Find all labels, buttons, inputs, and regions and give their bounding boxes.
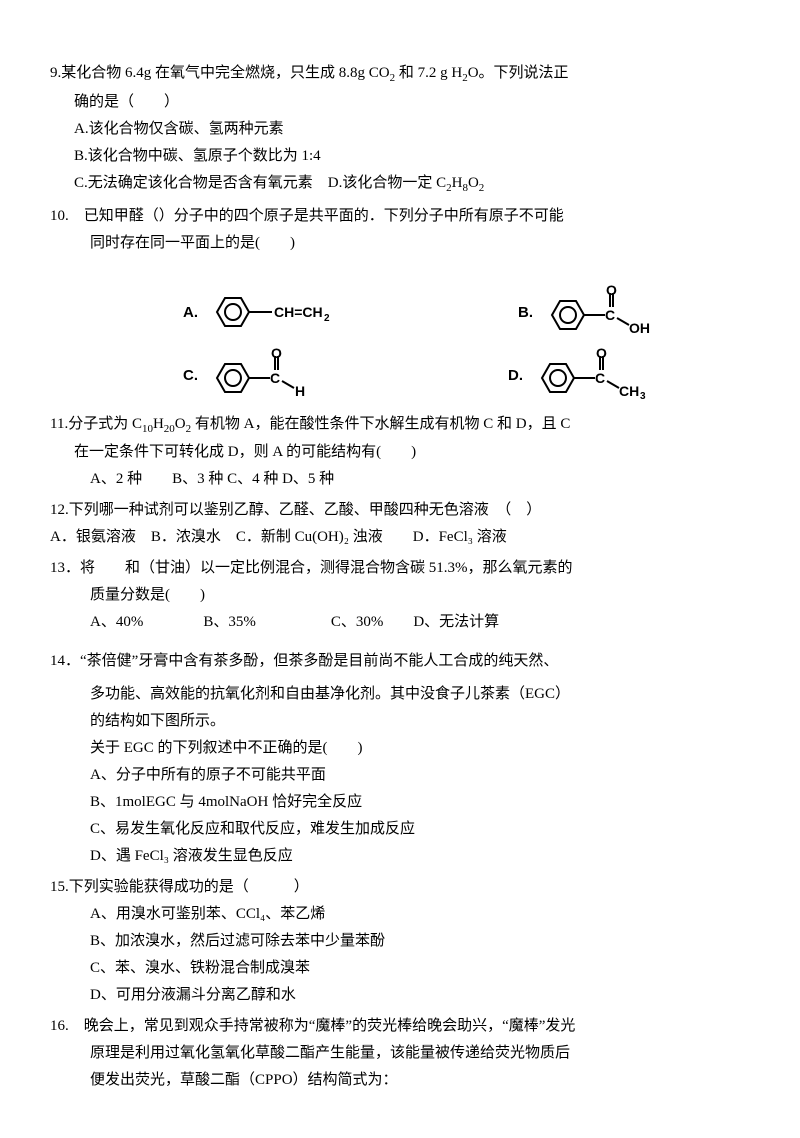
benzoic-acid-icon: C O OH: [537, 285, 657, 340]
question-16: 16. 晚会上，常见到观众手持常被称为“魔棒”的荧光棒给晚会助兴，“魔棒”发光 …: [50, 1013, 750, 1094]
question-14: 14．“茶倍健”牙膏中含有茶多酚，但茶多酚是目前尚不能人工合成的纯天然、 多功能…: [50, 648, 750, 870]
q13-stem-line1: 13．将 和（甘油）以一定比例混合，测得混合物含碳 51.3%，那么氧元素的: [50, 555, 750, 582]
q14-stem-line1: 14．“茶倍健”牙膏中含有茶多酚，但茶多酚是目前尚不能人工合成的纯天然、: [50, 648, 750, 675]
question-9: 9.某化合物 6.4g 在氧气中完全燃烧，只生成 8.8g CO2 和 7.2 …: [50, 60, 750, 199]
styrene-icon: CH=CH 2: [202, 287, 332, 337]
question-11: 11.分子式为 C10H20O2 有机物 A，能在酸性条件下水解生成有机物 C …: [50, 411, 750, 494]
q10-d-label: D.: [508, 362, 523, 389]
q10-opt-a: A. CH=CH 2: [183, 285, 332, 340]
svg-text:C: C: [605, 307, 615, 323]
q11-stem-line1: 11.分子式为 C10H20O2 有机物 A，能在酸性条件下水解生成有机物 C …: [50, 411, 750, 440]
q10-opt-c: C. C O H: [183, 348, 322, 403]
q16-stem-line2: 原理是利用过氧化氢氧化草酸二酯产生能量，该能量被传递给荧光物质后: [50, 1040, 750, 1067]
question-13: 13．将 和（甘油）以一定比例混合，测得混合物含碳 51.3%，那么氧元素的 质…: [50, 555, 750, 636]
acetophenone-icon: C O CH 3: [527, 348, 657, 403]
q14-stem-line4: 关于 EGC 的下列叙述中不正确的是( ): [50, 735, 750, 762]
q14-stem-line3: 的结构如下图所示。: [50, 708, 750, 735]
q15-stem: 15.下列实验能获得成功的是（ ）: [50, 874, 750, 901]
svg-text:H: H: [295, 383, 305, 399]
svg-text:2: 2: [324, 313, 330, 324]
q15-opt-a: A、用溴水可鉴别苯、CCl₄、苯乙烯: [50, 901, 750, 928]
svg-text:C: C: [270, 370, 280, 386]
q10-opt-d: D. C O CH 3: [508, 348, 657, 403]
q10-stem-line2: 同时存在同一平面上的是( ): [50, 230, 750, 257]
q15-opt-d: D、可用分液漏斗分离乙醇和水: [50, 982, 750, 1009]
q9-opt-b: B.该化合物中碳、氢原子个数比为 1:4: [50, 143, 750, 170]
q12-opts: A．银氨溶液 B．浓溴水 C．新制 Cu(OH)₂ 浊液 D．FeCl₃ 溶液: [50, 524, 750, 551]
q10-stem-line1: 10. 已知甲醛（）分子中的四个原子是共平面的．下列分子中所有原子不可能: [50, 203, 750, 230]
q14-opt-a: A、分子中所有的原子不可能共平面: [50, 762, 750, 789]
q10-c-label: C.: [183, 362, 198, 389]
q10-opt-b: B. C O OH: [518, 285, 657, 340]
svg-text:CH=CH: CH=CH: [274, 304, 323, 320]
q9-stem-line1: 9.某化合物 6.4g 在氧气中完全燃烧，只生成 8.8g CO2 和 7.2 …: [50, 60, 750, 89]
svg-text:3: 3: [640, 391, 646, 402]
benzaldehyde-icon: C O H: [202, 348, 322, 403]
question-15: 15.下列实验能获得成功的是（ ） A、用溴水可鉴别苯、CCl₄、苯乙烯 B、加…: [50, 874, 750, 1009]
q15-opt-b: B、加浓溴水，然后过滤可除去苯中少量苯酚: [50, 928, 750, 955]
q11-opts: A、2 种 B、3 种 C、4 种 D、5 种: [50, 466, 750, 493]
svg-text:CH: CH: [619, 383, 639, 399]
q11-stem-line2: 在一定条件下可转化成 D，则 A 的可能结构有( ): [50, 439, 750, 466]
q9-opt-a: A.该化合物仅含碳、氢两种元素: [50, 116, 750, 143]
q10-row1: A. CH=CH 2 B. C O OH: [50, 285, 750, 340]
q9-opt-cd: C.无法确定该化合物是否含有氧元素 D.该化合物一定 C2H8O2: [50, 170, 750, 199]
q14-stem-line2: 多功能、高效能的抗氧化剂和自由基净化剂。其中没食子儿茶素（EGC）: [50, 681, 750, 708]
q10-a-label: A.: [183, 299, 198, 326]
q12-stem: 12.下列哪一种试剂可以鉴别乙醇、乙醛、乙酸、甲酸四种无色溶液 （ ）: [50, 497, 750, 524]
svg-text:C: C: [595, 370, 605, 386]
q13-opts: A、40% B、35% C、30% D、无法计算: [50, 609, 750, 636]
q16-stem-line1: 16. 晚会上，常见到观众手持常被称为“魔棒”的荧光棒给晚会助兴，“魔棒”发光: [50, 1013, 750, 1040]
svg-text:OH: OH: [629, 320, 650, 336]
question-10: 10. 已知甲醛（）分子中的四个原子是共平面的．下列分子中所有原子不可能 同时存…: [50, 203, 750, 403]
q16-stem-line3: 便发出荧光，草酸二酯（CPPO）结构简式为：: [50, 1067, 750, 1094]
q10-b-label: B.: [518, 299, 533, 326]
svg-text:O: O: [271, 348, 282, 361]
question-12: 12.下列哪一种试剂可以鉴别乙醇、乙醛、乙酸、甲酸四种无色溶液 （ ） A．银氨…: [50, 497, 750, 551]
q13-stem-line2: 质量分数是( ): [50, 582, 750, 609]
q14-opt-c: C、易发生氧化反应和取代反应，难发生加成反应: [50, 816, 750, 843]
svg-text:O: O: [606, 285, 617, 298]
q10-row2: C. C O H D. C O: [50, 348, 750, 403]
q14-opt-b: B、1molEGC 与 4molNaOH 恰好完全反应: [50, 789, 750, 816]
q14-opt-d: D、遇 FeCl₃ 溶液发生显色反应: [50, 843, 750, 870]
svg-text:O: O: [596, 348, 607, 361]
q15-opt-c: C、苯、溴水、铁粉混合制成溴苯: [50, 955, 750, 982]
q9-stem-line2: 确的是（ ）: [50, 89, 750, 116]
